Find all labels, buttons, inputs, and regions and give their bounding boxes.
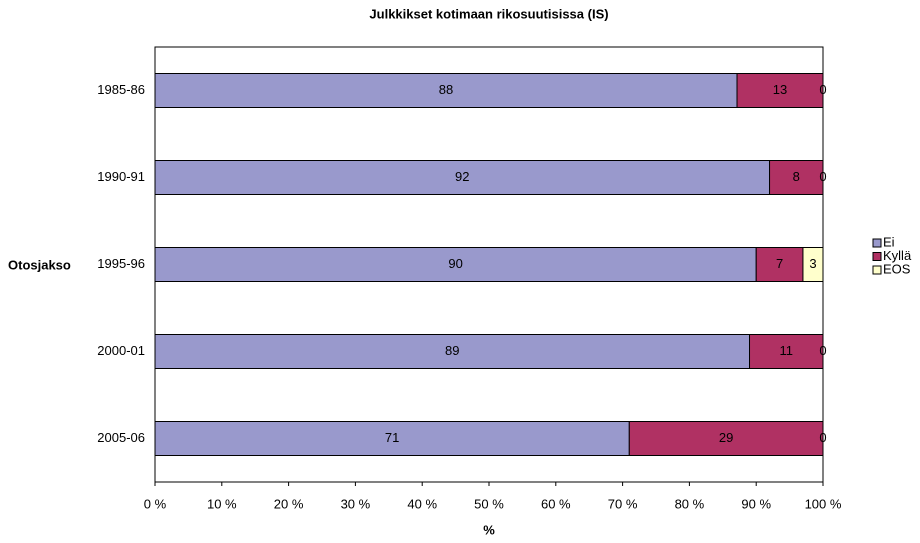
legend-label: Ei bbox=[883, 234, 895, 249]
x-axis-label: % bbox=[483, 522, 495, 537]
value-label: 3 bbox=[809, 256, 816, 271]
chart-title: Julkkikset kotimaan rikosuutisissa (IS) bbox=[369, 6, 608, 21]
bar-segment bbox=[755, 247, 804, 282]
x-tick-label: 50 % bbox=[474, 496, 504, 511]
bar-segment bbox=[154, 421, 630, 456]
value-label: 88 bbox=[439, 82, 453, 97]
bar-segment bbox=[628, 421, 824, 456]
value-label: 92 bbox=[455, 169, 469, 184]
x-tick-label: 30 % bbox=[341, 496, 371, 511]
bar-segment bbox=[154, 73, 738, 108]
value-label: 7 bbox=[776, 256, 783, 271]
value-label: 0 bbox=[819, 343, 826, 358]
value-label: 8 bbox=[793, 169, 800, 184]
legend-label: Kyllä bbox=[883, 248, 912, 263]
value-label: 0 bbox=[819, 430, 826, 445]
value-label: 11 bbox=[780, 343, 794, 358]
legend-swatch bbox=[872, 265, 882, 275]
y-tick-label: 2005-06 bbox=[97, 430, 145, 445]
x-tick-label: 60 % bbox=[541, 496, 571, 511]
x-tick-label: 40 % bbox=[407, 496, 437, 511]
value-label: 90 bbox=[448, 256, 462, 271]
bar-segment bbox=[736, 73, 824, 108]
value-label: 0 bbox=[819, 169, 826, 184]
x-tick-label: 100 % bbox=[805, 496, 842, 511]
y-tick-label: 1990-91 bbox=[97, 169, 145, 184]
y-tick-label: 1995-96 bbox=[97, 256, 145, 271]
bar-segment bbox=[749, 334, 824, 369]
bar-segment bbox=[802, 247, 824, 282]
bar-segment bbox=[154, 247, 757, 282]
legend-swatch bbox=[872, 252, 882, 261]
x-tick-label: 70 % bbox=[608, 496, 638, 511]
bar-segment bbox=[769, 160, 824, 195]
x-tick-label: 10 % bbox=[207, 496, 237, 511]
x-tick-label: 90 % bbox=[741, 496, 771, 511]
x-tick-label: 20 % bbox=[274, 496, 304, 511]
x-tick-label: 0 % bbox=[144, 496, 167, 511]
y-axis-label: Otosjakso bbox=[8, 257, 71, 272]
value-label: 0 bbox=[819, 82, 826, 97]
value-label: 71 bbox=[385, 430, 399, 445]
y-tick-label: 2000-01 bbox=[97, 343, 145, 358]
value-label: 89 bbox=[445, 343, 459, 358]
value-label: 29 bbox=[719, 430, 733, 445]
x-tick-label: 80 % bbox=[675, 496, 705, 511]
legend-swatch bbox=[872, 238, 882, 248]
value-label: 13 bbox=[773, 82, 787, 97]
legend-label: EOS bbox=[883, 261, 911, 276]
y-tick-label: 1985-86 bbox=[97, 82, 145, 97]
